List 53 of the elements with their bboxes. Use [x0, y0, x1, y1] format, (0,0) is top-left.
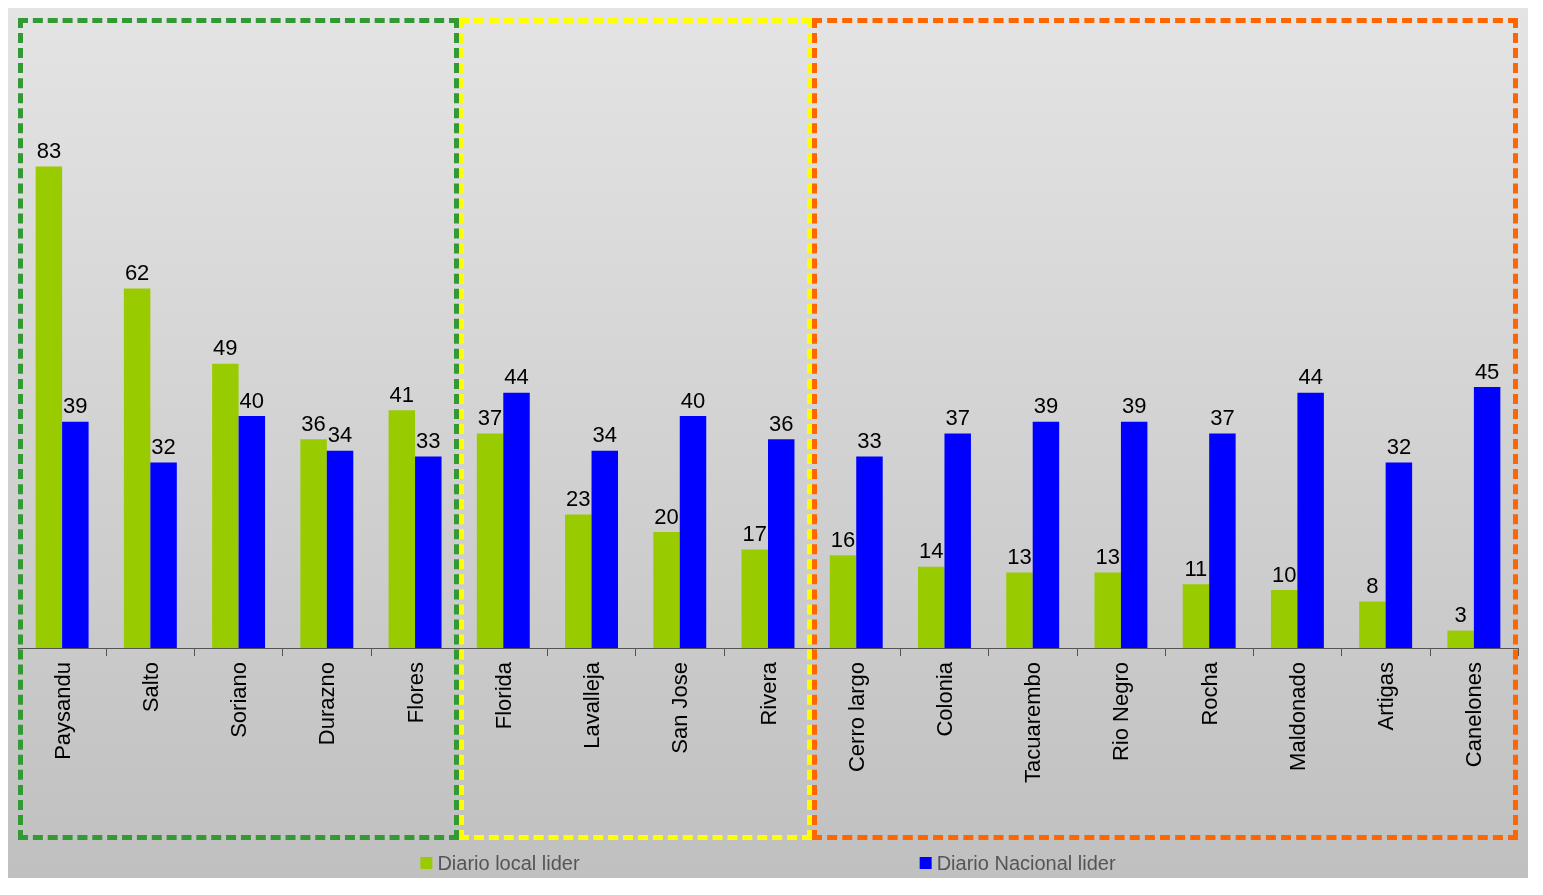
x-tick-label: Rocha [1196, 661, 1222, 726]
x-tick-label: Maldonado [1284, 662, 1310, 771]
data-label: 11 [1184, 555, 1208, 581]
data-label: 3 [1454, 602, 1467, 628]
data-label: 33 [857, 428, 882, 454]
x-tick-label: Durazno [314, 662, 340, 746]
x-tick-label: Paysandu [49, 662, 75, 760]
data-label: 44 [1298, 364, 1323, 390]
x-tick-label: Artigas [1373, 662, 1399, 731]
data-label: 23 [566, 486, 591, 512]
x-tick-label: Tacuarembo [1020, 662, 1046, 784]
data-label: 13 [1007, 544, 1032, 570]
legend-label: Diario Nacional lider [936, 852, 1116, 874]
data-label: 39 [1121, 393, 1147, 419]
x-tick-label: Rivera [755, 661, 781, 726]
x-tick-label: Cerro largo [843, 662, 869, 773]
data-label: 36 [301, 410, 326, 436]
data-label: 32 [1386, 433, 1412, 459]
x-tick-label: Flores [402, 662, 428, 724]
x-tick-label: Rio Negro [1108, 662, 1134, 762]
data-label: 40 [680, 387, 706, 413]
legend-label: Diario local lider [437, 852, 580, 874]
x-tick-label: Colonia [931, 661, 957, 737]
data-label: 44 [504, 364, 529, 390]
data-label: 20 [654, 503, 679, 529]
data-label: 37 [1210, 404, 1235, 430]
data-label: 41 [389, 381, 415, 407]
data-label: 62 [124, 259, 150, 285]
data-label: 39 [1033, 393, 1059, 419]
data-label: 49 [213, 335, 238, 361]
data-label: 33 [416, 428, 441, 454]
x-tick-label: Canelones [1461, 662, 1487, 768]
data-label: 13 [1095, 544, 1120, 570]
x-tick-label: Soriano [226, 662, 252, 738]
data-label: 8 [1366, 573, 1379, 599]
data-label: 45 [1474, 358, 1500, 384]
x-tick-label: Salto [137, 662, 163, 713]
data-label: 83 [36, 138, 62, 164]
data-label: 32 [151, 433, 176, 459]
x-tick-label: San Jose [667, 662, 693, 754]
data-label: 34 [327, 422, 353, 448]
data-label: 17 [742, 520, 768, 546]
data-label: 37 [477, 404, 503, 430]
data-label: 16 [830, 526, 856, 552]
data-label: 14 [918, 538, 944, 564]
data-label: 40 [239, 387, 265, 413]
data-label: 37 [945, 404, 970, 430]
data-label: 34 [592, 422, 618, 448]
x-tick-label: Florida [490, 661, 516, 730]
data-label: 36 [768, 410, 794, 436]
data-label: 10 [1271, 561, 1297, 587]
data-label: 39 [63, 393, 88, 419]
x-tick-label: Lavalleja [579, 661, 605, 749]
